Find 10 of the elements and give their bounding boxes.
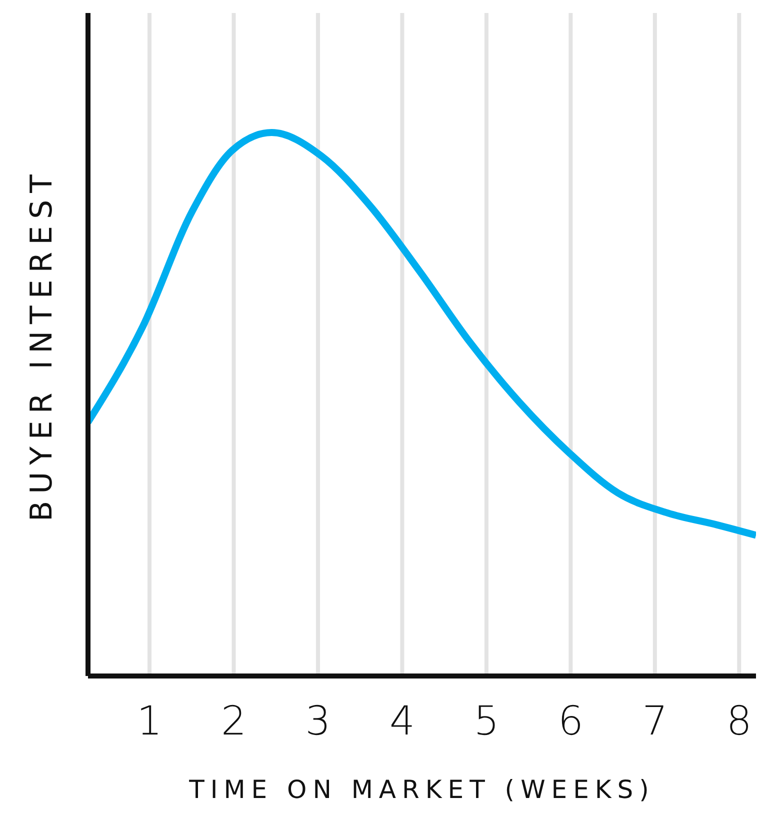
x-tick-label: 6 (558, 698, 584, 744)
x-tick-label: 3 (305, 698, 331, 744)
x-tick-label: 7 (642, 698, 668, 744)
x-tick-label: 8 (726, 698, 752, 744)
y-axis-title: BUYER INTEREST (24, 168, 60, 522)
x-tick-label: 2 (221, 698, 246, 744)
x-tick-label: 1 (136, 698, 162, 744)
x-axis-title: TIME ON MARKET (WEEKS) (188, 775, 655, 804)
x-tick-label: 5 (474, 698, 500, 744)
x-tick-label: 4 (389, 698, 415, 744)
